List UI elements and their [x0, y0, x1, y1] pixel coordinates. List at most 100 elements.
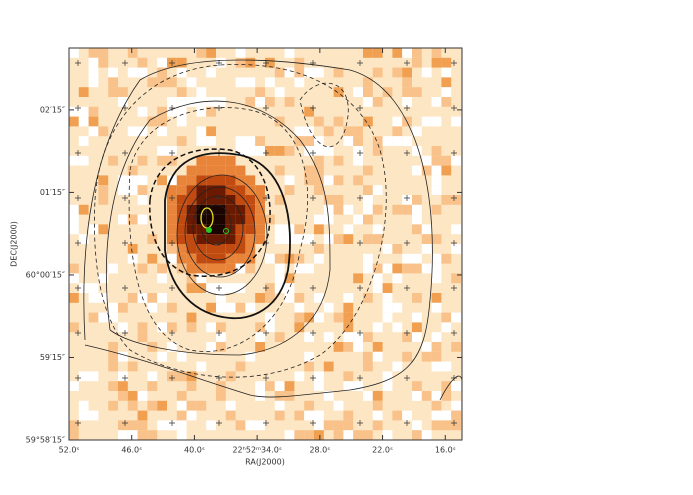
heatmap-pixel: [167, 244, 177, 254]
heatmap-pixel: [382, 87, 393, 97]
x-tick-label: 22ʰ52ᵐ34.0ˢ: [232, 446, 281, 455]
heatmap-pixel: [343, 371, 354, 382]
heatmap-pixel: [363, 48, 373, 58]
heatmap-pixel: [127, 185, 138, 195]
heatmap-pixel: [431, 420, 442, 431]
heatmap-pixel: [412, 48, 422, 58]
heatmap-pixel: [284, 283, 295, 293]
heatmap-pixel: [294, 224, 305, 235]
heatmap-pixel: [333, 420, 344, 431]
x-tick-label: 46.0ˢ: [121, 446, 142, 455]
heatmap-pixel: [69, 106, 79, 117]
heatmap-pixel: [431, 146, 442, 156]
heatmap-pixel: [304, 332, 314, 342]
heatmap-pixel: [98, 293, 109, 303]
heatmap-pixel: [314, 430, 324, 440]
heatmap-pixel: [451, 381, 461, 391]
heatmap-pixel: [196, 361, 207, 372]
heatmap-pixel: [353, 126, 363, 137]
heatmap-pixel: [323, 420, 334, 431]
heatmap-pixel: [441, 253, 452, 264]
heatmap-pixel: [343, 312, 354, 323]
heatmap-pixel: [304, 165, 314, 176]
grid-marker: [169, 150, 175, 156]
heatmap-pixel: [127, 165, 138, 176]
heatmap-pixel: [235, 165, 246, 176]
grid-marker: [357, 60, 363, 66]
heatmap-pixel: [186, 224, 197, 235]
heatmap-pixel: [294, 77, 305, 88]
heatmap-pixel: [235, 420, 246, 431]
heatmap-pixel: [265, 293, 275, 303]
heatmap-pixel: [372, 146, 383, 156]
heatmap-pixel: [382, 371, 393, 382]
heatmap-pixel: [382, 312, 393, 323]
grid-marker: [404, 285, 410, 291]
heatmap-pixel: [176, 253, 187, 264]
heatmap-pixel: [421, 155, 432, 166]
heatmap-pixel: [147, 116, 158, 127]
grid-marker: [122, 330, 128, 336]
heatmap-pixel: [294, 430, 305, 440]
heatmap-pixel: [186, 165, 197, 176]
heatmap-pixel: [255, 391, 265, 401]
heatmap-pixel: [421, 263, 432, 274]
heatmap-pixel: [333, 430, 344, 440]
heatmap-pixel: [69, 322, 79, 333]
heatmap-pixel: [353, 342, 363, 352]
heatmap-pixel: [137, 175, 148, 186]
heatmap-pixel: [206, 322, 216, 333]
heatmap-pixel: [98, 48, 109, 58]
heatmap-pixel: [176, 214, 187, 225]
heatmap-pixel: [127, 293, 138, 303]
heatmap-pixel: [186, 204, 197, 215]
heatmap-pixel: [412, 57, 422, 68]
heatmap-pixel: [333, 67, 344, 78]
contour: [439, 375, 463, 401]
x-tick-label: 52.0ˢ: [59, 446, 80, 455]
heatmap-pixel: [235, 195, 246, 205]
heatmap-pixel: [333, 155, 344, 166]
heatmap-pixel: [216, 224, 226, 235]
grid-marker: [216, 330, 222, 336]
heatmap-pixel: [157, 175, 167, 186]
heatmap-pixel: [176, 97, 187, 107]
heatmap-pixel: [304, 263, 314, 274]
heatmap-pixel: [147, 371, 158, 382]
y-tick-label: 59°58′15″: [26, 436, 65, 445]
heatmap-pixel: [78, 116, 89, 127]
heatmap-pixel: [421, 165, 432, 176]
heatmap-pixel: [206, 420, 216, 431]
grid-marker: [404, 150, 410, 156]
heatmap-pixel: [206, 263, 216, 274]
grid-marker: [357, 150, 363, 156]
heatmap-pixel: [431, 165, 442, 176]
heatmap-pixel: [431, 302, 442, 313]
heatmap-pixel: [274, 391, 285, 401]
heatmap-pixel: [353, 155, 363, 166]
grid-marker: [263, 330, 269, 336]
heatmap-pixel: [372, 185, 383, 195]
grid-marker: [451, 240, 457, 246]
heatmap-pixel: [284, 97, 295, 107]
grid-marker: [122, 60, 128, 66]
heatmap-pixel: [304, 136, 314, 146]
heatmap-pixel: [78, 410, 89, 421]
grid-markers: [75, 60, 457, 426]
heatmap-pixel: [69, 224, 79, 235]
heatmap-pixel: [451, 410, 461, 421]
heatmap-pixel: [137, 214, 148, 225]
heatmap-pixel: [314, 312, 324, 323]
heatmap-pixel: [108, 400, 118, 411]
heatmap-pixel: [451, 273, 461, 284]
heatmap-pixel: [284, 430, 295, 440]
heatmap-pixel: [421, 351, 432, 362]
heatmap-pixel: [451, 224, 461, 235]
heatmap-pixel: [186, 263, 197, 274]
heatmap-pixel: [451, 312, 461, 323]
grid-marker: [263, 285, 269, 291]
heatmap-pixel: [216, 391, 226, 401]
heatmap-pixel: [225, 400, 236, 411]
heatmap-pixel: [98, 195, 109, 205]
